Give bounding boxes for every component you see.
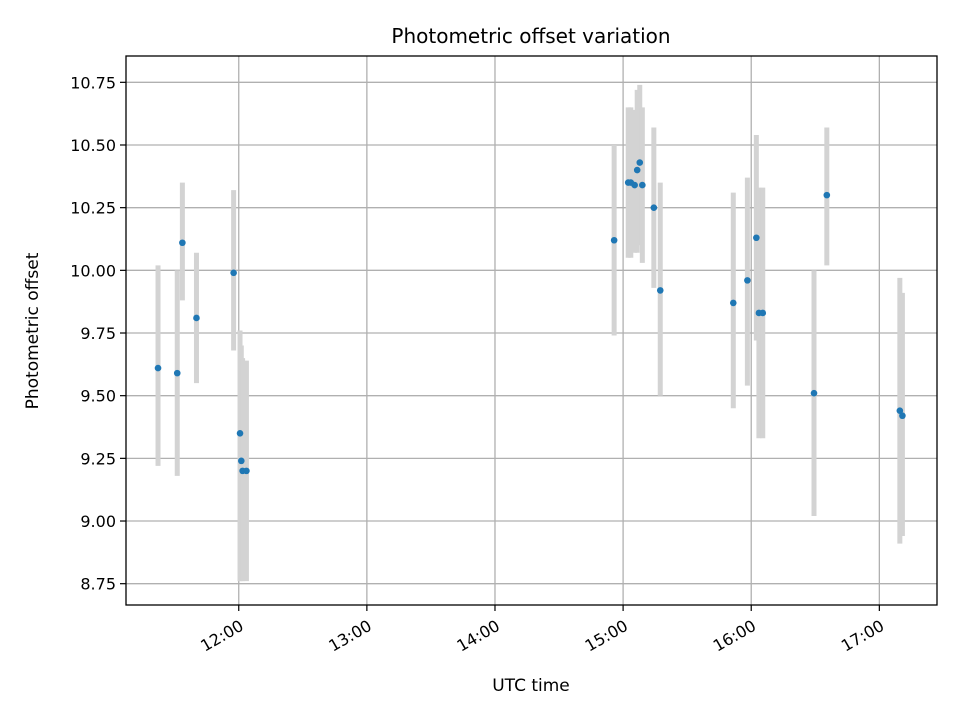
chart-title: Photometric offset variation: [391, 24, 670, 48]
data-point: [154, 364, 162, 372]
y-tick-label: 10.75: [70, 73, 116, 92]
y-tick-label: 8.75: [80, 575, 116, 594]
data-point: [656, 287, 664, 294]
data-point: [759, 309, 767, 317]
data-point: [823, 191, 831, 199]
x-axis-label: UTC time: [492, 676, 570, 696]
data-point: [639, 181, 646, 189]
data-point: [636, 159, 644, 166]
data-point: [243, 467, 250, 475]
y-tick-label: 9.75: [80, 324, 116, 343]
y-tick-label: 10.00: [70, 261, 116, 280]
data-point: [744, 277, 751, 284]
data-point: [238, 457, 245, 465]
data-point: [650, 204, 658, 211]
y-tick-label: 9.50: [80, 387, 116, 406]
data-point: [173, 369, 181, 377]
data-point: [631, 181, 638, 189]
y-tick-label: 9.25: [80, 449, 116, 468]
data-point: [236, 429, 244, 437]
data-point: [633, 166, 641, 174]
y-axis-label: Photometric offset: [23, 252, 43, 409]
data-point: [753, 234, 760, 242]
data-point: [230, 269, 237, 277]
data-point: [193, 314, 200, 322]
data-point: [729, 299, 737, 307]
y-tick-label: 10.50: [70, 136, 116, 155]
data-point: [610, 236, 618, 244]
data-point: [810, 389, 818, 397]
data-points: [154, 159, 906, 475]
y-axis-ticks: 8.75 9.00 9.25 9.50 9.75 10.00 10.25 10.50 10.75: [70, 73, 126, 594]
y-tick-label: 9.00: [80, 512, 116, 531]
y-tick-label: 10.25: [70, 199, 116, 218]
data-point: [179, 239, 186, 247]
grid-lines: [126, 56, 937, 605]
data-point: [899, 412, 906, 420]
plot-frame: [125, 55, 938, 606]
data-point: [896, 407, 904, 415]
